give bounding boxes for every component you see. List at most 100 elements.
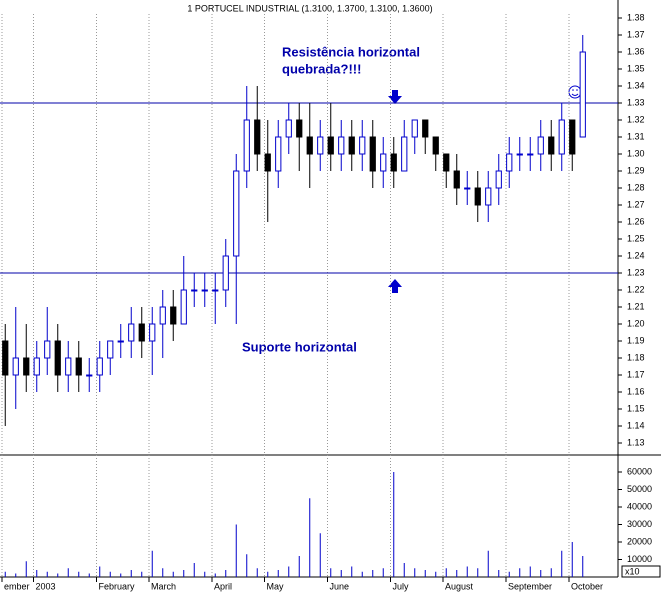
candle-body (23, 357, 30, 376)
x-tick-label: June (330, 581, 350, 591)
volume-bar (151, 550, 153, 577)
chart-title: 1 PORTUCEL INDUSTRIAL (1.3100, 1.3700, 1… (187, 3, 432, 13)
volume-bar (435, 571, 437, 577)
candle-body (516, 153, 523, 156)
x-tick-label: April (214, 581, 232, 591)
volume-bar (78, 571, 80, 577)
y-tick-label: 1.18 (627, 352, 645, 362)
volume-bar (15, 573, 17, 577)
y-tick-label: 1.27 (627, 199, 645, 209)
candle-body (138, 323, 145, 342)
candle-body (317, 136, 324, 155)
y-tick-label: 1.23 (627, 267, 645, 277)
volume-bar (183, 570, 185, 577)
y-tick-label: 1.28 (627, 182, 645, 192)
y-tick-label: 1.30 (627, 148, 645, 158)
volume-bar (540, 570, 542, 577)
candle-body (170, 306, 177, 325)
candle-body (285, 119, 292, 138)
volume-bar (214, 573, 216, 577)
y-tick-label: 40000 (627, 501, 652, 511)
volume-bar (340, 570, 342, 577)
y-tick-label: 1.29 (627, 165, 645, 175)
volume-bar (414, 568, 416, 577)
volume-bar (267, 571, 269, 577)
y-tick-label: 1.14 (627, 420, 645, 430)
candle-body (464, 187, 471, 190)
volume-bar (382, 568, 384, 577)
volume-bar (67, 568, 69, 577)
volume-bar (46, 571, 48, 577)
y-tick-label: 30000 (627, 519, 652, 529)
candle-body (432, 136, 439, 155)
volume-bar (256, 568, 258, 577)
candle-body (75, 357, 82, 376)
volume-unit: x10 (625, 566, 640, 576)
volume-bar (288, 566, 290, 577)
x-tick-label: March (151, 581, 176, 591)
volume-bar (498, 570, 500, 577)
candle-body (569, 119, 576, 155)
annotation: Suporte horizontal (242, 339, 357, 354)
volume-bar (393, 472, 395, 577)
volume-bar (403, 563, 405, 577)
y-tick-label: 1.32 (627, 114, 645, 124)
candle-body (453, 170, 460, 189)
volume-bar (172, 571, 174, 577)
candle-body (254, 119, 261, 155)
candle-body (44, 340, 51, 359)
y-tick-label: 1.26 (627, 216, 645, 226)
volume-bar (99, 566, 101, 577)
x-tick-label: September (508, 581, 552, 591)
candle-body (180, 289, 187, 325)
volume-bar (477, 568, 479, 577)
annotation: quebrada?!!! (282, 61, 361, 76)
volume-bar (225, 570, 227, 577)
candle-body (369, 136, 376, 172)
y-tick-label: 1.35 (627, 63, 645, 73)
candle-body (296, 119, 303, 138)
x-tick-label: February (99, 581, 136, 591)
volume-bar (372, 570, 374, 577)
candle-body (495, 170, 502, 189)
candle-body (2, 340, 9, 376)
volume-bar (456, 570, 458, 577)
y-tick-label: 1.15 (627, 403, 645, 413)
x-tick-label: ember (4, 581, 30, 591)
candle-body (443, 153, 450, 172)
candle-body (579, 51, 586, 138)
candle-body (243, 119, 250, 172)
candle-body (380, 153, 387, 172)
volume-bar (246, 554, 248, 577)
y-tick-label: 1.36 (627, 46, 645, 56)
y-tick-label: 1.34 (627, 80, 645, 90)
candle-body (96, 357, 103, 376)
arrow-up (388, 279, 402, 293)
candle-body (411, 119, 418, 138)
volume-bar (235, 524, 237, 577)
candle-body (527, 153, 534, 156)
y-tick-label: 10000 (627, 554, 652, 564)
candle-body (348, 136, 355, 155)
volume-bar (351, 566, 353, 577)
volume-bar (277, 570, 279, 577)
candle-body (65, 357, 72, 376)
volume-bar (466, 566, 468, 577)
y-tick-label: 20000 (627, 536, 652, 546)
volume-bar (508, 571, 510, 577)
volume-bar (445, 568, 447, 577)
arrow-down (388, 90, 402, 104)
volume-bar (120, 573, 122, 577)
x-tick-label: July (393, 581, 410, 591)
volume-bar (4, 571, 6, 577)
candle-body (117, 340, 124, 343)
candle-body (233, 170, 240, 257)
volume-bar (330, 568, 332, 577)
volume-bar (25, 561, 27, 577)
volume-bar (529, 566, 531, 577)
candle-body (33, 357, 40, 376)
candle-body (485, 187, 492, 206)
candle-body (327, 136, 334, 155)
candle-body (506, 153, 513, 172)
